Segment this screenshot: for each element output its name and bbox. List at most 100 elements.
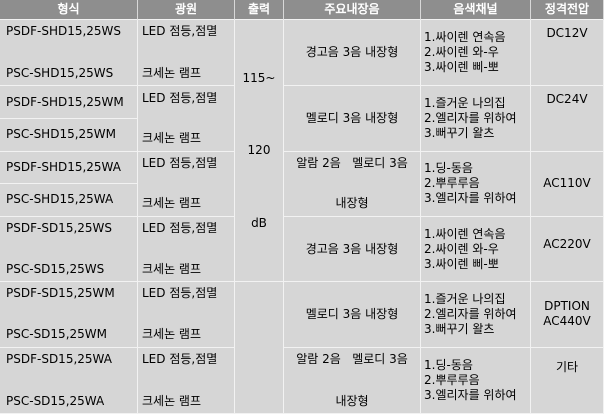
sound-label: 멜로디 3음 내장형 — [305, 306, 399, 321]
light-lamp: 크세논 램프 — [142, 393, 202, 408]
light-cell: LED 점등,점멸 크세논 램프 — [138, 151, 235, 217]
sound-cell: 멜로디 3음 내장형 — [284, 86, 421, 152]
channel-item: 2.뿌루루음 — [424, 176, 480, 191]
header-rated-voltage: 정격전압 — [531, 0, 604, 20]
model-name: PSC-SHD15,25WS — [6, 66, 114, 81]
header-output: 출력 — [235, 0, 284, 20]
light-cell: LED 점등,점멸 크세논 램프 — [138, 282, 235, 348]
voltage-cell: AC110V — [531, 151, 604, 217]
channel-item: 2.엘리자를 위하여 — [424, 306, 517, 321]
sound-cell: 알람 2음 멜로디 3음 내장형 — [284, 151, 421, 217]
model-cell: PSDF-SD15,25WA PSC-SD15,25WA — [0, 347, 138, 414]
model-cell: PSDF-SHD15,25WS PSC-SHD15,25WS — [0, 20, 138, 87]
light-mode: LED 점등,점멸 — [142, 286, 218, 301]
voltage-value: AC220V — [543, 236, 591, 251]
voltage-cell: DPTION AC440V — [531, 282, 604, 348]
channel-item: 3.엘리자를 위하여 — [424, 191, 517, 206]
header-model: 형식 — [0, 0, 138, 20]
model-name: PSDF-SD15,25WA — [6, 351, 112, 366]
sound-label: 알람 2음 멜로디 3음 — [296, 351, 408, 366]
table-row: PSDF-SD15,25WS PSC-SD15,25WS LED 점등,점멸 크… — [0, 216, 604, 283]
output-value: 120 — [247, 143, 271, 158]
channel-item: 3.싸이렌 삐-뽀 — [424, 60, 499, 75]
model-cell: PSDF-SD15,25WS PSC-SD15,25WS — [0, 216, 138, 283]
header-built-in-sound: 주요내장음 — [284, 0, 421, 20]
output-cell-empty — [235, 282, 284, 414]
channel-cell: 1.싸이렌 연속음 2.싸이렌 와-우 3.싸이렌 삐-뽀 — [421, 20, 531, 87]
sound-label: 경고음 3음 내장형 — [305, 241, 399, 256]
model-name: PSDF-SD15,25WM — [6, 286, 115, 301]
light-mode: LED 점등,점멸 — [142, 24, 218, 39]
model-cell: PSDF-SHD15,25WM PSC-SHD15,25WM — [0, 86, 138, 152]
voltage-cell: DC12V — [531, 20, 604, 87]
sound-label: 알람 2음 멜로디 3음 — [296, 156, 408, 171]
model-name: PSC-SHD15,25WM — [6, 127, 117, 141]
sound-cell: 경고음 3음 내장형 — [284, 216, 421, 283]
voltage-value: AC440V — [543, 314, 591, 329]
header-light-source: 광원 — [138, 0, 235, 20]
channel-item: 2.엘리자를 위하여 — [424, 111, 517, 125]
channel-item: 3.뻐꾸기 왈츠 — [424, 126, 495, 140]
sound-label: 경고음 3음 내장형 — [305, 45, 399, 60]
table-row: PSDF-SHD15,25WM PSC-SHD15,25WM LED 점등,점멸… — [0, 86, 604, 152]
channel-cell: 1.즐거운 나의집 2.엘리자를 위하여 3.뻐꾸기 왈츠 — [421, 282, 531, 348]
channel-item: 1.즐거운 나의집 — [424, 291, 506, 306]
voltage-value: DPTION — [544, 299, 590, 314]
light-lamp: 크세논 램프 — [142, 262, 202, 277]
light-lamp: 크세논 램프 — [142, 66, 202, 81]
channel-item: 3.엘리자를 위하여 — [424, 387, 517, 402]
sound-label: 내장형 — [335, 393, 369, 408]
channel-item: 3.싸이렌 삐-뽀 — [424, 256, 499, 271]
channel-item: 2.뿌루루음 — [424, 372, 480, 387]
model-name: PSC-SHD15,25WA — [6, 192, 114, 207]
model-name: PSC-SD15,25WM — [6, 327, 107, 342]
sound-cell: 경고음 3음 내장형 — [284, 20, 421, 87]
output-range: 115~ — [242, 70, 276, 85]
channel-item: 1.싸이렌 연속음 — [424, 226, 506, 241]
sound-label: 내장형 — [335, 196, 369, 211]
channel-item: 1.싸이렌 연속음 — [424, 30, 506, 45]
output-cell: 115~ 120 dB — [235, 20, 284, 283]
channel-item: 3.뻐꾸기 왈츠 — [424, 321, 495, 336]
voltage-cell: 기타 — [531, 347, 604, 414]
light-cell: LED 점등,점멸 크세논 램프 — [138, 86, 235, 152]
header-tone-channel: 음색채널 — [421, 0, 531, 20]
table-row: PSDF-SHD15,25WA PSC-SHD15,25WA LED 점등,점멸… — [0, 151, 604, 217]
model-name: PSDF-SHD15,25WA — [0, 152, 137, 185]
table-row: PSDF-SD15,25WM PSC-SD15,25WM LED 점등,점멸 크… — [0, 282, 604, 414]
light-cell: LED 점등,점멸 크세논 램프 — [138, 347, 235, 414]
channel-cell: 1.딩-동음 2.뿌루루음 3.엘리자를 위하여 — [421, 151, 531, 217]
light-lamp: 크세논 램프 — [142, 131, 202, 145]
model-name: PSC-SD15,25WA — [6, 393, 105, 408]
light-mode: LED 점등,점멸 — [142, 221, 218, 236]
model-name: PSDF-SD15,25WS — [6, 221, 113, 236]
sound-cell: 멜로디 3음 내장형 — [284, 282, 421, 348]
channel-item: 1.딩-동음 — [424, 357, 473, 372]
light-mode: LED 점등,점멸 — [142, 351, 218, 366]
light-lamp: 크세논 램프 — [142, 196, 202, 211]
channel-cell: 1.딩-동음 2.뿌루루음 3.엘리자를 위하여 — [421, 347, 531, 414]
channel-item: 1.즐거운 나의집 — [424, 96, 506, 110]
model-cell: PSDF-SHD15,25WA PSC-SHD15,25WA — [0, 151, 138, 217]
table-row: PSDF-SHD15,25WS PSC-SHD15,25WS LED 점등,점멸… — [0, 20, 604, 283]
light-mode: LED 점등,점멸 — [142, 156, 218, 171]
light-cell: LED 점등,점멸 크세논 램프 — [138, 20, 235, 87]
header-row: 형식 광원 출력 주요내장음 음색채널 정격전압 — [0, 0, 604, 20]
light-cell: LED 점등,점멸 크세논 램프 — [138, 216, 235, 283]
table-row: PSDF-SD15,25WA PSC-SD15,25WA LED 점등,점멸 크… — [0, 347, 604, 414]
model-name: PSC-SD15,25WS — [6, 262, 105, 277]
model-cell: PSDF-SD15,25WM PSC-SD15,25WM — [0, 282, 138, 348]
channel-cell: 1.싸이렌 연속음 2.싸이렌 와-우 3.싸이렌 삐-뽀 — [421, 216, 531, 283]
sound-cell: 알람 2음 멜로디 3음 내장형 — [284, 347, 421, 414]
voltage-value: AC110V — [543, 176, 591, 191]
voltage-value: DC12V — [546, 26, 588, 40]
voltage-cell: DC24V — [531, 86, 604, 152]
sound-label: 멜로디 3음 내장형 — [305, 111, 399, 125]
channel-item: 1.딩-동음 — [424, 161, 473, 176]
channel-item: 2.싸이렌 와-우 — [424, 45, 499, 60]
channel-cell: 1.즐거운 나의집 2.엘리자를 위하여 3.뻐꾸기 왈츠 — [421, 86, 531, 152]
voltage-value: DC24V — [546, 92, 588, 107]
model-name: PSDF-SHD15,25WM — [0, 87, 137, 119]
output-unit: dB — [251, 215, 267, 230]
